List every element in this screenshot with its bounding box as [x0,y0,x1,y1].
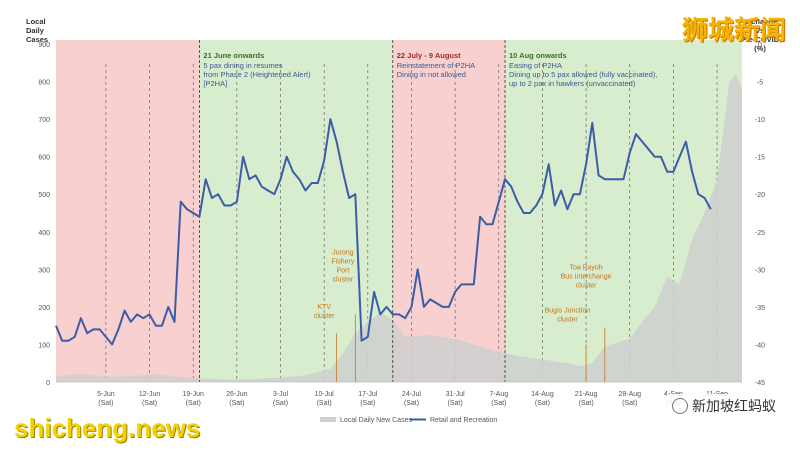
annotation-title-2: 10 Aug onwards [509,51,567,60]
x-tick-date-8: 31-Jul [446,391,466,398]
annotation-title-0: 21 June onwards [203,51,264,60]
cluster-label-1-0: KTV [317,304,331,311]
x-tick-date-12: 28-Aug [618,391,641,398]
right-axis-label-0: % change [742,17,777,26]
x-tick-date-4: 3-Jul [273,391,289,398]
cluster-label-2-1: Bus Interchange [561,273,612,280]
mobility-line-layer [55,118,712,346]
cases-area-layer [56,74,742,382]
right-axis-label-3: (%) [754,44,766,53]
x-tick-day-5: (Sat) [317,400,332,407]
x-tick-day-10: (Sat) [535,400,550,407]
left-axis-tick-4: 400 [38,230,50,237]
watermark-top-right: 狮城新闻 [681,16,786,46]
right-axis-tick-2: -10 [755,117,765,124]
left-axis-tick-9: 900 [38,42,50,49]
x-tick-date-11: 21-Aug [575,391,598,398]
cluster-label-0-3: cluster [333,276,354,283]
x-tick-day-7: (Sat) [404,400,419,407]
annotation-line-0-0: 5 pax dining in resumes [203,61,282,70]
x-tick-date-5: 10-Jul [315,391,335,398]
left-axis-label-1: Daily [26,26,45,35]
cluster-annotations: Jurong Fishery Port cluster KTV cluster Toa Pa… [314,249,612,382]
annotation-line-2-1: Dining up to 5 pax allowed (fully vaccin… [509,70,657,79]
cluster-label-0-1: Fishery [331,258,354,265]
x-tick-date-6: 17-Jul [358,391,378,398]
x-tick-day-0: (Sat) [98,400,113,407]
left-axis-label-0: Local [26,17,46,26]
annotation-line-0-1: from Phase 2 (Heightened Alert) [203,70,311,79]
legend-swatch-cases [320,417,336,422]
annotation-line-1-1: Dining in not allowed [397,70,466,79]
cluster-label-1-1: cluster [314,313,335,320]
right-axis-label-2: Pre-COVID [741,35,780,44]
left-axis-tick-1: 100 [38,342,50,349]
cluster-label-0-0: Jurong [332,249,354,256]
cluster-label-3-0: Bugis Junction [545,308,591,315]
x-tick-date-7: 24-Jul [402,391,422,398]
x-tick-day-3: (Sat) [229,400,244,407]
annotation-line-1-0: Reinstatement of P2HA [397,61,475,70]
cases-area [56,74,742,382]
x-tick-day-4: (Sat) [273,400,288,407]
x-tick-day-9: (Sat) [491,400,506,407]
right-axis-label-1: vs [756,26,764,35]
left-axis-label-2: Cases [26,35,48,44]
right-axis-tick-4: -20 [755,192,765,199]
x-tick-day-6: (Sat) [360,400,375,407]
legend-label-cases: Local Daily New Cases [340,417,412,424]
x-tick-date-10: 14-Aug [531,391,554,398]
x-tick-date-2: 19-Jun [182,391,204,398]
x-tick-day-11: (Sat) [579,400,594,407]
right-axis-tick-3: -15 [755,155,765,162]
legend: Local Daily New Cases Retail and Recreati… [320,417,497,424]
right-axis-tick-6: -30 [755,267,765,274]
right-axis-tick-9: -45 [755,380,765,387]
cluster-label-2-2: cluster [576,282,597,289]
watermark-wechat: 新加坡红蚂蚁 [666,394,782,418]
x-tick-day-8: (Sat) [448,400,463,407]
phase-band-0 [56,40,200,382]
x-tick-date-0: 5-Jun [97,391,115,398]
legend-label-mobility: Retail and Recreation [430,417,497,424]
right-axis-tick-1: -5 [757,80,763,87]
right-axis-tick-8: -40 [755,342,765,349]
left-axis-tick-6: 600 [38,155,50,162]
left-axis-tick-7: 700 [38,117,50,124]
annotation-line-0-2: [P2HA] [203,79,227,88]
right-axis-tick-0: 0 [758,42,762,49]
annotation-line-2-0: Easing of P2HA [509,61,562,70]
left-axis-tick-0: 0 [46,380,50,387]
left-axis-tick-8: 800 [38,80,50,87]
cluster-label-0-2: Port [336,267,349,274]
annotation-title-1: 22 July - 9 August [397,51,461,60]
x-tick-date-9: 7-Aug [489,391,508,398]
left-axis-tick-5: 500 [38,192,50,199]
cluster-label-3-1: cluster [557,317,578,324]
left-axis-tick-3: 300 [38,267,50,274]
annotation-line-2-2: up to 2 pax in hawkers (unvaccinated) [509,79,636,88]
x-tick-day-2: (Sat) [186,400,201,407]
right-axis-tick-7: -35 [755,305,765,312]
x-tick-date-3: 26-Jun [226,391,248,398]
x-tick-date-1: 12-Jun [139,391,161,398]
left-axis-tick-2: 200 [38,305,50,312]
watermark-site: shicheng.news [14,413,201,443]
watermark-wechat-label: 新加坡红蚂蚁 [692,399,776,415]
x-tick-day-12: (Sat) [622,400,637,407]
wechat-icon [672,398,688,414]
right-axis-tick-5: -25 [755,230,765,237]
x-tick-day-1: (Sat) [142,400,157,407]
retail-recreation-line [55,118,712,346]
cluster-label-2-0: Toa Payoh [570,264,603,271]
phase-band-2 [392,40,506,382]
phase-bands [56,40,742,382]
